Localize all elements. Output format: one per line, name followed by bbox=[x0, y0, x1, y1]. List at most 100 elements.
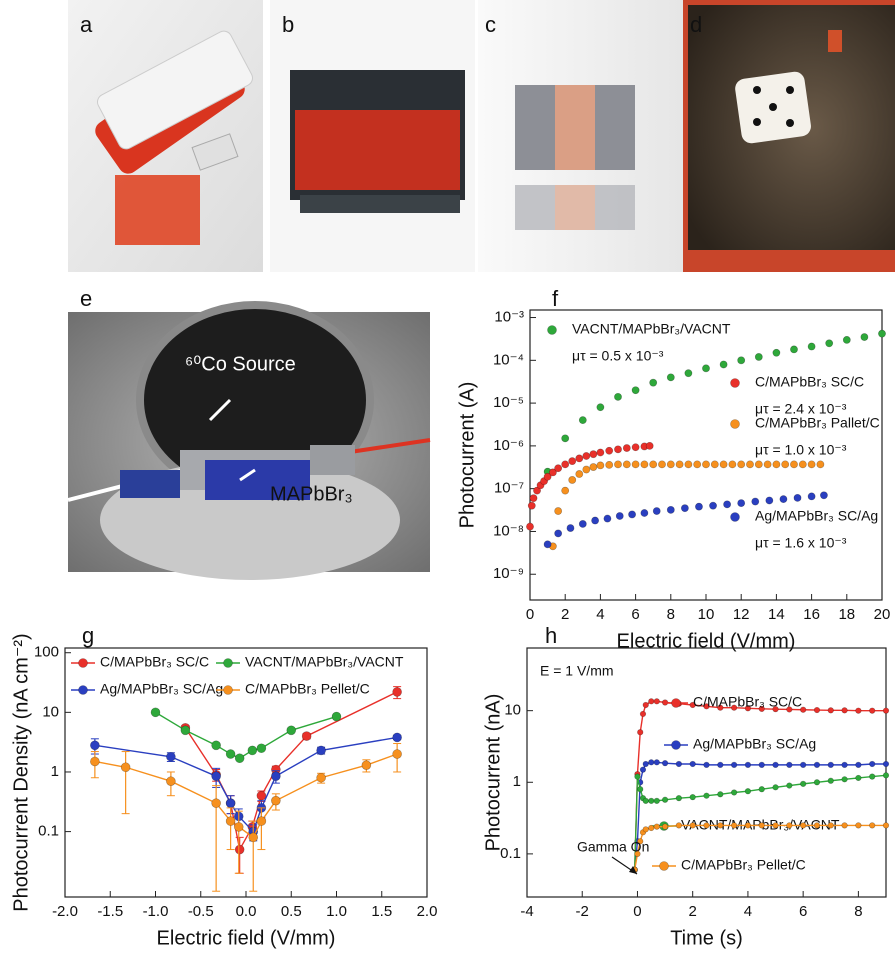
photo-label: MAPbBr₃ bbox=[270, 483, 353, 505]
legend-label: VACNT/MAPbBr₃/VACNT bbox=[572, 321, 731, 337]
x-axis-label: Time (s) bbox=[670, 927, 743, 949]
data-point bbox=[555, 465, 562, 472]
data-point bbox=[643, 761, 649, 767]
data-point bbox=[212, 772, 221, 781]
data-point bbox=[800, 781, 806, 787]
data-point bbox=[662, 824, 668, 830]
legend-label: C/MAPbBr₃ SC/C bbox=[100, 654, 209, 670]
data-point bbox=[856, 823, 862, 829]
data-point bbox=[731, 762, 737, 768]
data-point bbox=[676, 795, 682, 801]
legend-marker bbox=[79, 686, 88, 695]
data-point bbox=[90, 757, 99, 766]
data-point bbox=[773, 823, 779, 829]
y-tick-label: 10⁻⁷ bbox=[494, 480, 524, 497]
data-point bbox=[690, 761, 696, 767]
data-point bbox=[653, 507, 660, 514]
legend-marker bbox=[548, 326, 557, 335]
data-point bbox=[883, 708, 889, 714]
data-point bbox=[257, 744, 266, 753]
legend-note: μτ = 1.6 x 10⁻³ bbox=[755, 535, 847, 551]
y-axis-label: Photocurrent (A) bbox=[456, 382, 478, 529]
data-point bbox=[828, 823, 834, 829]
data-point bbox=[643, 827, 649, 833]
data-point bbox=[234, 822, 243, 831]
data-point bbox=[648, 825, 654, 831]
data-point bbox=[883, 823, 889, 829]
data-point bbox=[790, 461, 797, 468]
data-point bbox=[151, 708, 160, 717]
series-line bbox=[95, 737, 397, 831]
x-tick-label: -1.0 bbox=[143, 903, 169, 920]
x-tick-label: 0.0 bbox=[236, 903, 257, 920]
data-point bbox=[745, 823, 751, 829]
data-point bbox=[746, 461, 753, 468]
data-point bbox=[780, 496, 787, 503]
data-point bbox=[614, 393, 621, 400]
legend-label: Ag/MAPbBr₃ SC/Ag bbox=[100, 681, 223, 697]
data-point bbox=[662, 760, 668, 766]
data-point bbox=[235, 754, 244, 763]
data-point bbox=[787, 823, 793, 829]
y-tick-label: 10⁻⁶ bbox=[493, 437, 524, 454]
y-axis-label: Photocurrent Density (nA cm⁻²) bbox=[10, 633, 32, 911]
y-tick-label: 10⁻⁸ bbox=[493, 522, 524, 539]
data-point bbox=[648, 699, 654, 705]
data-point bbox=[883, 773, 889, 779]
data-point bbox=[226, 750, 235, 759]
x-tick-label: 8 bbox=[854, 903, 862, 920]
data-point bbox=[640, 711, 646, 717]
data-point bbox=[667, 374, 674, 381]
data-point bbox=[555, 507, 562, 514]
data-point bbox=[755, 353, 762, 360]
data-point bbox=[212, 741, 221, 750]
panel-label: b bbox=[282, 12, 294, 37]
data-point bbox=[720, 461, 727, 468]
data-point bbox=[731, 790, 737, 796]
data-point bbox=[658, 461, 665, 468]
y-axis-label: Photocurrent (nA) bbox=[482, 694, 504, 852]
data-point bbox=[590, 451, 597, 458]
data-point bbox=[808, 343, 815, 350]
legend-marker bbox=[660, 862, 669, 871]
data-point bbox=[814, 762, 820, 768]
x-tick-label: -2.0 bbox=[52, 903, 78, 920]
data-point bbox=[583, 452, 590, 459]
legend-label: VACNT/MAPbBr₃/VACNT bbox=[245, 654, 404, 670]
x-tick-label: -2 bbox=[576, 903, 589, 920]
data-point bbox=[583, 466, 590, 473]
data-point bbox=[579, 417, 586, 424]
x-tick-label: 1.5 bbox=[371, 903, 392, 920]
data-point bbox=[90, 741, 99, 750]
data-point bbox=[648, 760, 654, 766]
data-point bbox=[646, 442, 653, 449]
legend-label: C/MAPbBr₃ Pellet/C bbox=[245, 681, 370, 697]
data-point bbox=[787, 783, 793, 789]
legend-marker bbox=[224, 659, 233, 668]
y-tick-label: 0.1 bbox=[38, 823, 59, 840]
data-point bbox=[562, 435, 569, 442]
data-point bbox=[828, 778, 834, 784]
data-point bbox=[790, 346, 797, 353]
data-point bbox=[800, 823, 806, 829]
data-point bbox=[842, 708, 848, 714]
panel-label: c bbox=[485, 12, 496, 37]
data-point bbox=[759, 823, 765, 829]
x-tick-label: -4 bbox=[520, 903, 533, 920]
data-point bbox=[287, 726, 296, 735]
data-point bbox=[662, 797, 668, 803]
data-point bbox=[681, 505, 688, 512]
data-point bbox=[738, 500, 745, 507]
photo-e: ⁶⁰Co Source MAPbBr₃ bbox=[68, 305, 430, 580]
data-point bbox=[562, 461, 569, 468]
data-point bbox=[820, 492, 827, 499]
data-point bbox=[773, 785, 779, 791]
legend-label: C/MAPbBr₃ Pellet/C bbox=[681, 857, 806, 873]
x-tick-label: 2.0 bbox=[417, 903, 438, 920]
data-point bbox=[544, 541, 551, 548]
data-point bbox=[597, 449, 604, 456]
data-point bbox=[235, 845, 244, 854]
data-point bbox=[814, 707, 820, 713]
legend-label: Ag/MAPbBr₃ SC/Ag bbox=[693, 736, 816, 752]
data-point bbox=[654, 798, 660, 804]
